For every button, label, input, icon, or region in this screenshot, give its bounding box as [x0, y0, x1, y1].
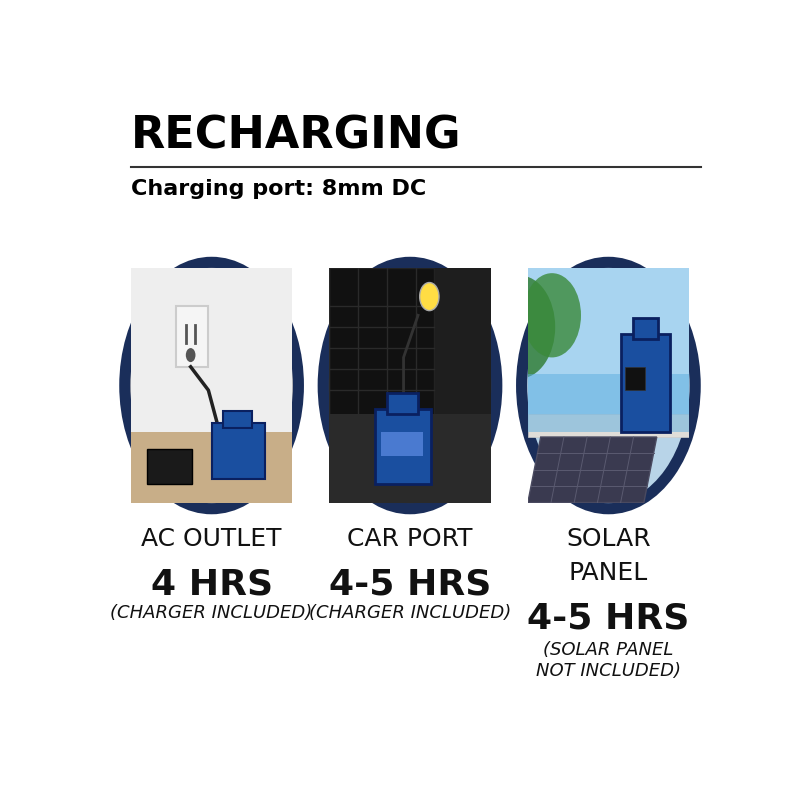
Ellipse shape	[125, 262, 298, 509]
Polygon shape	[528, 269, 689, 432]
Polygon shape	[131, 269, 292, 432]
Bar	[176, 306, 208, 366]
Circle shape	[420, 282, 439, 310]
Text: 4-5 HRS: 4-5 HRS	[527, 601, 690, 635]
Bar	[223, 411, 252, 428]
Ellipse shape	[522, 262, 695, 509]
Bar	[211, 423, 265, 479]
Bar	[622, 334, 670, 432]
Text: PANEL: PANEL	[569, 561, 648, 585]
Bar	[381, 432, 423, 456]
Text: 4 HRS: 4 HRS	[150, 567, 273, 602]
Text: Charging port: 8mm DC: Charging port: 8mm DC	[131, 179, 426, 199]
Text: SOLAR: SOLAR	[566, 527, 650, 551]
Bar	[625, 366, 646, 390]
Text: (CHARGER INCLUDED): (CHARGER INCLUDED)	[110, 604, 313, 622]
Polygon shape	[528, 414, 689, 437]
Circle shape	[484, 275, 555, 378]
Polygon shape	[330, 269, 434, 421]
Polygon shape	[330, 269, 490, 502]
Polygon shape	[528, 437, 657, 502]
Bar	[147, 449, 192, 484]
Bar	[387, 393, 418, 414]
Text: RECHARGING: RECHARGING	[131, 114, 462, 158]
Polygon shape	[528, 374, 689, 432]
Text: (SOLAR PANEL
NOT INCLUDED): (SOLAR PANEL NOT INCLUDED)	[536, 641, 681, 680]
Polygon shape	[330, 414, 490, 502]
Text: 4-5 HRS: 4-5 HRS	[329, 567, 491, 602]
Text: AC OUTLET: AC OUTLET	[142, 527, 282, 551]
Text: (CHARGER INCLUDED): (CHARGER INCLUDED)	[309, 604, 511, 622]
Polygon shape	[131, 432, 292, 502]
Bar	[374, 409, 431, 484]
Circle shape	[186, 348, 195, 362]
Bar	[633, 318, 658, 338]
Circle shape	[523, 273, 581, 358]
Text: CAR PORT: CAR PORT	[347, 527, 473, 551]
Ellipse shape	[323, 262, 497, 509]
